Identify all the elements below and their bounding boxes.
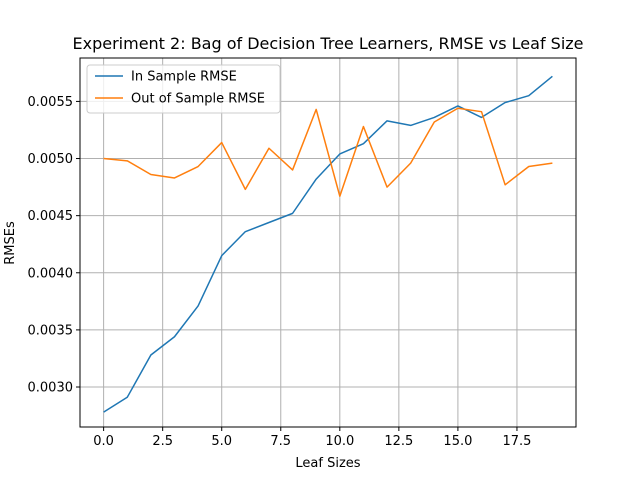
legend-label-0: In Sample RMSE [131, 70, 237, 85]
x-axis-ticks: 0.0 2.5 5.0 7.5 10.0 12.5 15.0 17.5 [93, 427, 531, 449]
x-tick-label: 12.5 [384, 434, 413, 449]
chart-title: Experiment 2: Bag of Decision Tree Learn… [73, 34, 584, 53]
grid-lines [80, 58, 576, 427]
x-tick-label: 0.0 [93, 434, 114, 449]
y-tick-label: 0.0055 [28, 95, 74, 110]
y-tick-label: 0.0045 [28, 209, 74, 224]
x-tick-label: 17.5 [502, 434, 531, 449]
x-tick-label: 7.5 [270, 434, 291, 449]
legend-label-1: Out of Sample RMSE [131, 92, 265, 107]
x-tick-label: 15.0 [443, 434, 472, 449]
x-axis-label: Leaf Sizes [295, 456, 360, 471]
series-line-0 [103, 75, 553, 413]
y-tick-label: 0.0050 [28, 152, 74, 167]
series-line-1 [103, 107, 553, 197]
y-tick-label: 0.0035 [28, 323, 74, 338]
y-tick-label: 0.0040 [28, 266, 74, 281]
y-axis-ticks: 0.0030 0.0035 0.0040 0.0045 0.0050 0.0055 [28, 95, 80, 396]
x-tick-label: 5.0 [211, 434, 232, 449]
y-axis-label: RMSEs [3, 221, 18, 265]
plot-frame [79, 57, 577, 428]
y-tick-label: 0.0030 [28, 381, 74, 396]
x-tick-label: 2.5 [152, 434, 173, 449]
legend-box [86, 64, 281, 114]
legend: In Sample RMSE Out of Sample RMSE [86, 64, 281, 114]
x-tick-label: 10.0 [325, 434, 354, 449]
series-layer [103, 75, 553, 413]
